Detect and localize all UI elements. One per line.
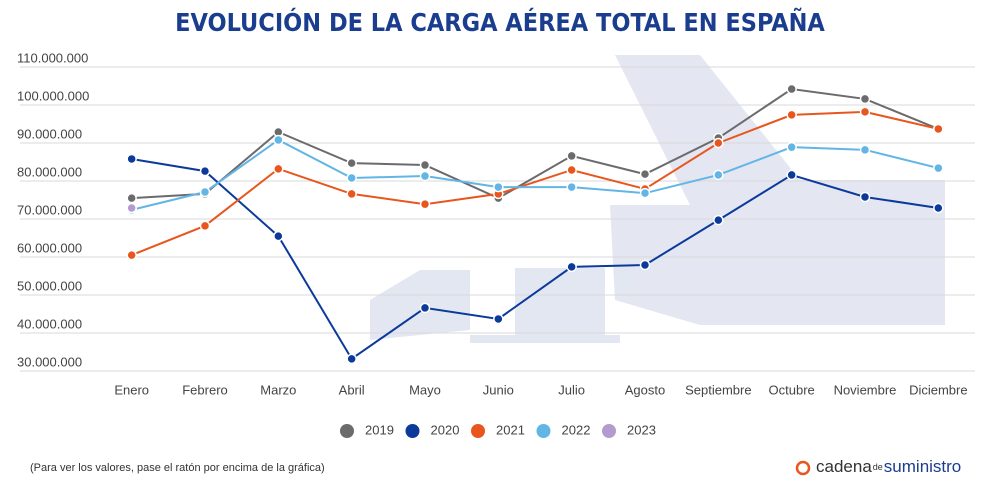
data-point: [786, 169, 797, 181]
data-point: [933, 123, 944, 135]
data-point: [493, 181, 504, 193]
data-point: [346, 172, 357, 184]
legend-marker: [340, 424, 354, 438]
x-tick-label: Julio: [558, 382, 585, 397]
data-point: [126, 202, 137, 214]
y-tick-label: 90.000.000: [17, 126, 82, 141]
data-point: [199, 165, 211, 177]
x-tick-label: Agosto: [625, 382, 665, 397]
y-tick-label: 80.000.000: [17, 164, 82, 179]
y-tick-label: 50.000.000: [17, 278, 82, 293]
y-tick-label: 60.000.000: [17, 240, 82, 255]
legend-marker: [602, 424, 616, 438]
data-point: [933, 162, 944, 174]
data-point: [273, 134, 284, 146]
brand-part: suministro: [884, 457, 961, 476]
y-tick-label: 100.000.000: [17, 88, 89, 103]
legend-label: 2022: [562, 422, 591, 437]
data-point: [419, 198, 431, 210]
series-line: [131, 157, 939, 361]
y-tick-label: 110.000.000: [17, 50, 88, 65]
data-point: [859, 144, 871, 156]
series-line: [131, 110, 939, 257]
data-point: [786, 83, 797, 95]
x-tick-label: Diciembre: [909, 382, 968, 397]
data-point: [713, 137, 724, 149]
x-tick-label: Abril: [339, 382, 365, 397]
x-tick-label: Febrero: [182, 382, 228, 397]
data-point: [419, 170, 431, 182]
data-point: [933, 202, 944, 214]
x-tick-label: Septiembre: [685, 382, 751, 397]
data-point: [126, 192, 137, 204]
legend-label: 2020: [431, 422, 460, 437]
legend-label: 2021: [496, 422, 525, 437]
data-point: [273, 163, 284, 175]
chart-title: EVOLUCIÓN DE LA CARGA AÉREA TOTAL EN ESP…: [175, 7, 825, 37]
brand-text: cadenadesuministro: [816, 457, 961, 476]
legend-marker: [405, 424, 420, 438]
data-point: [639, 187, 651, 199]
x-tick-label: Noviembre: [834, 382, 897, 397]
legend-label: 2019: [365, 422, 394, 437]
note: (Para ver los valores, pase el ratón por…: [30, 462, 325, 474]
data-point: [859, 191, 871, 203]
legend-label: 2023: [627, 422, 656, 437]
x-tick-label: Marzo: [260, 382, 296, 397]
data-point: [566, 181, 577, 193]
y-tick-label: 70.000.000: [17, 202, 82, 217]
data-point: [199, 186, 211, 198]
data-point: [713, 169, 724, 181]
data-point: [419, 159, 431, 171]
series-line: [131, 138, 939, 211]
data-point: [786, 141, 797, 153]
series-line: [131, 87, 939, 200]
data-point: [859, 93, 871, 105]
data-point: [346, 353, 357, 365]
data-point: [859, 106, 871, 118]
data-point: [639, 259, 651, 271]
data-point: [786, 109, 797, 121]
data-point: [419, 302, 431, 314]
x-tick-label: Octubre: [769, 382, 815, 397]
data-point: [126, 153, 137, 165]
data-point: [126, 249, 137, 261]
legend-marker: [536, 424, 551, 438]
data-point: [713, 214, 724, 226]
data-point: [199, 220, 211, 232]
brand-icon: [795, 460, 811, 476]
data-point: [639, 168, 651, 180]
brand-part: de: [873, 462, 883, 472]
data-point: [566, 164, 577, 176]
x-tick-label: Junio: [483, 382, 514, 397]
data-point: [273, 230, 284, 242]
x-tick-label: Mayo: [409, 382, 441, 397]
data-point: [566, 150, 577, 162]
data-point: [346, 188, 357, 200]
x-tick-label: Enero: [114, 382, 149, 397]
data-point: [346, 157, 357, 169]
brand-part: cadena: [816, 457, 872, 476]
brand: cadenadesuministro: [795, 457, 961, 476]
data-point: [493, 313, 504, 325]
legend-marker: [471, 424, 485, 438]
y-tick-label: 30.000.000: [17, 354, 82, 369]
y-tick-label: 40.000.000: [17, 316, 82, 331]
data-point: [566, 261, 577, 273]
